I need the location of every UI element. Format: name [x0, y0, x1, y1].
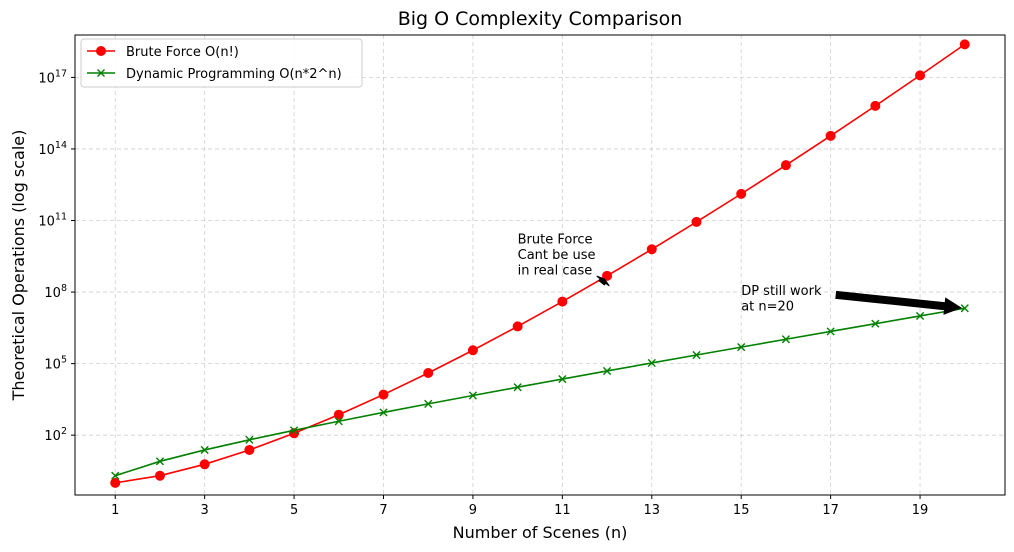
data-point	[781, 335, 791, 344]
x-tick-label: 13	[644, 503, 661, 518]
x-tick-label: 5	[290, 503, 298, 518]
x-tick-label: 15	[733, 503, 750, 518]
y-tick-label: 1011	[38, 212, 67, 230]
legend-label-brute-force: Brute Force O(n!)	[126, 45, 239, 60]
x-tick-label: 19	[912, 503, 929, 518]
data-point	[692, 350, 701, 360]
legend-marker-dynamic-programming	[97, 69, 105, 77]
data-point	[780, 160, 791, 171]
data-point	[199, 459, 210, 470]
data-point	[602, 366, 612, 376]
data-point	[915, 311, 925, 321]
data-point	[647, 358, 656, 368]
y-tick-label: 1017	[38, 68, 67, 86]
data-point	[289, 426, 299, 435]
data-point	[825, 130, 836, 141]
x-ticks: 1 3 5 7 9 11 13 15 17 19	[111, 495, 928, 518]
data-point	[111, 471, 120, 480]
data-point	[737, 343, 746, 352]
x-axis-label: Number of Scenes (n)	[453, 523, 628, 542]
legend-entry-dynamic-programming: Dynamic Programming O(n*2^n)	[87, 67, 342, 82]
data-point	[424, 399, 433, 408]
data-point	[467, 345, 478, 356]
x-tick-label: 3	[201, 503, 209, 518]
data-point	[646, 244, 657, 255]
annotation-text: in real case	[518, 264, 593, 279]
data-point	[602, 270, 613, 281]
x-tick-label: 7	[379, 503, 387, 518]
data-point	[959, 39, 970, 50]
y-tick-label: 102	[44, 426, 67, 444]
data-point	[334, 417, 343, 426]
y-axis-label: Theoretical Operations (log scale)	[9, 130, 28, 402]
annotation-text: DP still work	[741, 284, 822, 299]
data-point	[870, 100, 881, 111]
data-point	[826, 327, 835, 336]
annotation-text: at n=20	[741, 299, 794, 314]
data-point	[200, 445, 209, 455]
data-point	[558, 374, 567, 384]
x-tick-label: 17	[822, 503, 839, 518]
y-tick-label: 108	[44, 283, 67, 301]
chart-title: Big O Complexity Comparison	[398, 8, 683, 30]
data-point	[557, 296, 568, 307]
series-line	[115, 43, 966, 484]
data-point	[736, 188, 747, 199]
annotation-arrow	[835, 290, 962, 315]
data-point	[915, 70, 926, 81]
data-point	[423, 368, 434, 379]
plot-frame	[74, 34, 1006, 496]
data-point	[154, 470, 165, 481]
data-point	[871, 319, 880, 328]
legend-box	[80, 38, 363, 88]
legend-entry-brute-force: Brute Force O(n!)	[87, 45, 239, 60]
data-point	[512, 321, 523, 332]
y-tick-label: 105	[44, 355, 67, 373]
annotation-text: Cant be use	[518, 248, 596, 263]
legend: Brute Force O(n!) Dynamic Programming O(…	[80, 38, 363, 88]
data-point	[691, 216, 702, 227]
series-1	[111, 304, 969, 480]
data-point	[244, 444, 255, 455]
data-point	[513, 383, 522, 392]
y-ticks: 102 105 108 1011 1014 1017	[38, 68, 75, 444]
data-point	[468, 391, 478, 400]
data-point	[333, 409, 344, 420]
data-point	[378, 389, 389, 400]
y-tick-label: 1014	[38, 140, 67, 158]
legend-marker-brute-force	[96, 46, 106, 56]
data-point	[245, 435, 254, 444]
data-point	[960, 304, 969, 313]
data-point	[379, 408, 388, 417]
x-tick-label: 1	[111, 503, 119, 518]
x-tick-label: 11	[554, 503, 571, 518]
series-0	[110, 39, 970, 488]
data-point	[110, 477, 121, 488]
x-tick-label: 9	[469, 503, 477, 518]
series-layer	[110, 39, 970, 488]
annotation-arrow	[596, 275, 610, 287]
data-point	[155, 457, 165, 466]
annotation-text: Brute Force	[518, 233, 593, 248]
series-line	[114, 307, 965, 477]
legend-label-dynamic-programming: Dynamic Programming O(n*2^n)	[126, 67, 342, 82]
